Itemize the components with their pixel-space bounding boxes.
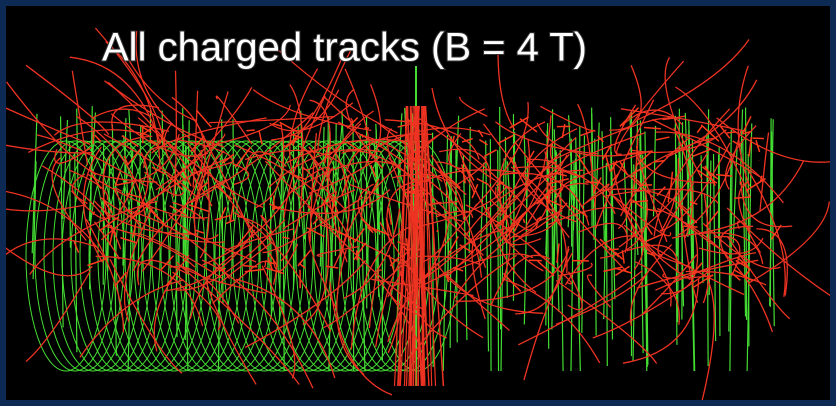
track-segment (628, 153, 640, 154)
helix-streak (70, 143, 71, 248)
track-segment (239, 250, 241, 251)
helix-streak (498, 150, 499, 371)
track-segment (415, 154, 416, 169)
track-segment (437, 230, 438, 232)
track-segment (339, 227, 340, 234)
track-segment (594, 197, 595, 207)
track-segment (362, 134, 363, 138)
track-segment (727, 132, 736, 133)
track-segment (246, 130, 254, 131)
track-segment (684, 226, 698, 227)
central-track (422, 106, 423, 386)
helix-streak (676, 155, 677, 256)
image-frame: All charged tracks (B = 4 T) (0, 0, 836, 406)
caption: All charged tracks (B = 4 T) (102, 26, 587, 70)
track-display: All charged tracks (B = 4 T) (6, 6, 830, 400)
